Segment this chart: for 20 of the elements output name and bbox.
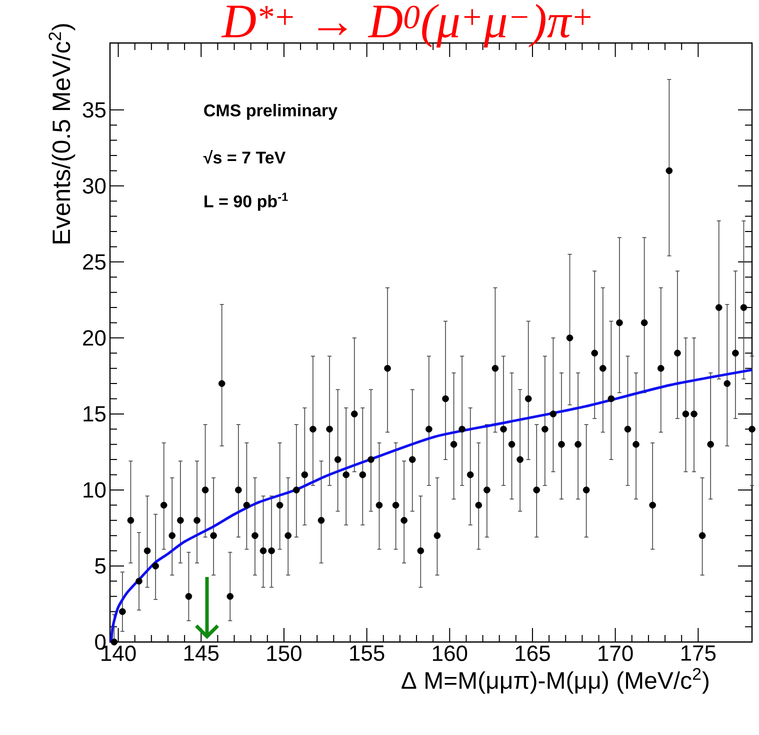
x-tick-label: 150 xyxy=(267,646,302,662)
y-tick-label: 15 xyxy=(84,406,106,422)
y-tick-label: 5 xyxy=(95,558,106,574)
annotation: CMS preliminary xyxy=(204,104,338,120)
x-axis-title: Δ M=M(μμπ)-M(μμ) (MeV/c$^{2}$) xyxy=(402,668,708,694)
x-tick-label: 160 xyxy=(432,646,468,662)
y-tick-label: 20 xyxy=(83,330,106,346)
chart-title: D$^{*+}$ → D$^{0}$(μ$^{+}$μ$^{−}$)π$^{+}$ xyxy=(221,4,590,48)
x-tick-label: 175 xyxy=(681,646,716,661)
x-tick-label: 165 xyxy=(516,646,550,662)
x-tick-label: 170 xyxy=(598,646,633,662)
annotation: L = 90 pb$^{-1}$ xyxy=(204,192,288,211)
y-tick-label: 30 xyxy=(82,178,106,194)
y-tick-label: 25 xyxy=(83,254,106,270)
x-tick-label: 155 xyxy=(350,646,384,661)
y-axis-title: Events/(0.5 MeV/c$^{2}$) xyxy=(48,24,76,244)
annotation: √s = 7 TeV xyxy=(203,150,286,164)
y-tick-label: 35 xyxy=(82,102,106,118)
y-tick-label: 10 xyxy=(84,482,106,498)
x-tick-label: 145 xyxy=(184,646,219,661)
